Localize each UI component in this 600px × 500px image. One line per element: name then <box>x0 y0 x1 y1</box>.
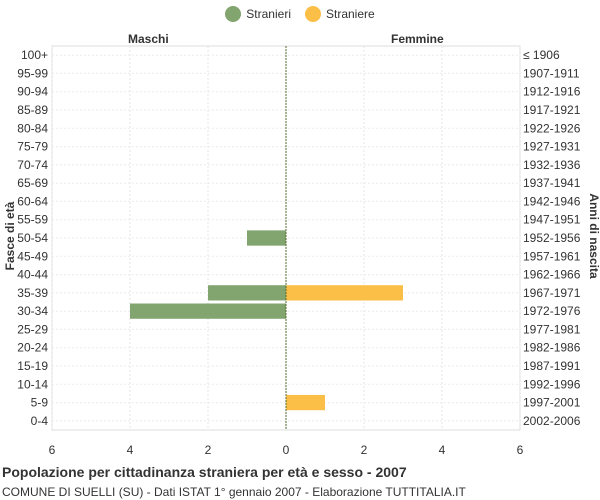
y-axis-left-title: Fasce di età <box>3 201 17 271</box>
birth-year-label: 1952-1956 <box>523 231 581 245</box>
age-group-label: 45-49 <box>17 249 48 263</box>
legend-item-straniere[interactable]: Straniere <box>304 6 375 22</box>
age-group-label: 90-94 <box>17 85 48 99</box>
legend-label-stranieri: Stranieri <box>246 7 291 21</box>
legend-label-straniere: Straniere <box>325 7 375 21</box>
age-group-label: 15-19 <box>17 359 48 373</box>
age-group-label: 40-44 <box>17 268 48 282</box>
birth-year-label: 1947-1951 <box>523 213 581 227</box>
birth-year-label: 2002-2006 <box>523 414 581 428</box>
bar-stranieri <box>130 303 286 319</box>
birth-year-label: 1982-1986 <box>523 341 581 355</box>
birth-year-label: 1962-1966 <box>523 268 581 282</box>
age-group-label: 55-59 <box>17 213 48 227</box>
legend-swatch-stranieri <box>225 6 242 22</box>
bar-stranieri <box>208 285 286 301</box>
bar-stranieri <box>247 230 286 246</box>
birth-year-label: ≤ 1906 <box>523 48 560 62</box>
x-tick-label: 0 <box>283 443 290 457</box>
age-group-label: 50-54 <box>17 231 48 245</box>
age-group-label: 85-89 <box>17 103 48 117</box>
age-group-label: 30-34 <box>17 304 48 318</box>
legend-item-stranieri[interactable]: Stranieri <box>225 6 291 22</box>
age-group-label: 100+ <box>21 48 48 62</box>
birth-year-label: 1967-1971 <box>523 286 581 300</box>
birth-year-label: 1912-1916 <box>523 85 581 99</box>
chart-subtitle: COMUNE DI SUELLI (SU) - Dati ISTAT 1° ge… <box>2 485 466 499</box>
x-tick-label: 6 <box>49 443 56 457</box>
birth-year-label: 1977-1981 <box>523 322 581 336</box>
left-side-label: Maschi <box>128 32 169 46</box>
chart-title: Popolazione per cittadinanza straniera p… <box>2 464 407 480</box>
bar-straniere <box>286 394 325 411</box>
birth-year-label: 1992-1996 <box>523 377 581 391</box>
birth-year-label: 1917-1921 <box>523 103 581 117</box>
x-tick-label: 2 <box>205 443 212 457</box>
x-tick-label: 6 <box>517 443 524 457</box>
age-group-label: 65-69 <box>17 176 48 190</box>
age-group-label: 20-24 <box>17 341 48 355</box>
x-tick-label: 2 <box>361 443 368 457</box>
birth-year-label: 1927-1931 <box>523 140 581 154</box>
age-group-label: 0-4 <box>31 414 49 428</box>
birth-year-label: 1922-1926 <box>523 121 581 135</box>
x-tick-label: 4 <box>127 443 134 457</box>
age-group-label: 95-99 <box>17 66 48 80</box>
birth-year-label: 1942-1946 <box>523 194 581 208</box>
age-group-label: 60-64 <box>17 194 48 208</box>
age-group-label: 35-39 <box>17 286 48 300</box>
age-group-label: 70-74 <box>17 158 48 172</box>
birth-year-label: 1997-2001 <box>523 396 581 410</box>
bar-straniere <box>286 285 403 301</box>
birth-year-label: 1972-1976 <box>523 304 581 318</box>
right-side-label: Femmine <box>391 32 444 46</box>
pyramid-chart: 6 4 2 0 2 4 6 100+ ≤ 1906 95-99 1907-1911 90-94 1912… <box>17 45 581 457</box>
age-group-label: 25-29 <box>17 322 48 336</box>
birth-year-label: 1987-1991 <box>523 359 581 373</box>
birth-year-label: 1937-1941 <box>523 176 581 190</box>
x-tick-label: 4 <box>439 443 446 457</box>
age-group-label: 10-14 <box>17 377 48 391</box>
age-group-label: 75-79 <box>17 140 48 154</box>
birth-year-label: 1957-1961 <box>523 249 581 263</box>
age-group-label: 80-84 <box>17 121 48 135</box>
birth-year-label: 1907-1911 <box>523 66 580 80</box>
birth-year-label: 1932-1936 <box>523 158 581 172</box>
chart-legend: Stranieri Straniere <box>0 6 600 22</box>
y-axis-right-title: Anni di nascita <box>587 193 600 279</box>
age-group-label: 5-9 <box>31 396 49 410</box>
legend-swatch-straniere <box>304 6 321 22</box>
